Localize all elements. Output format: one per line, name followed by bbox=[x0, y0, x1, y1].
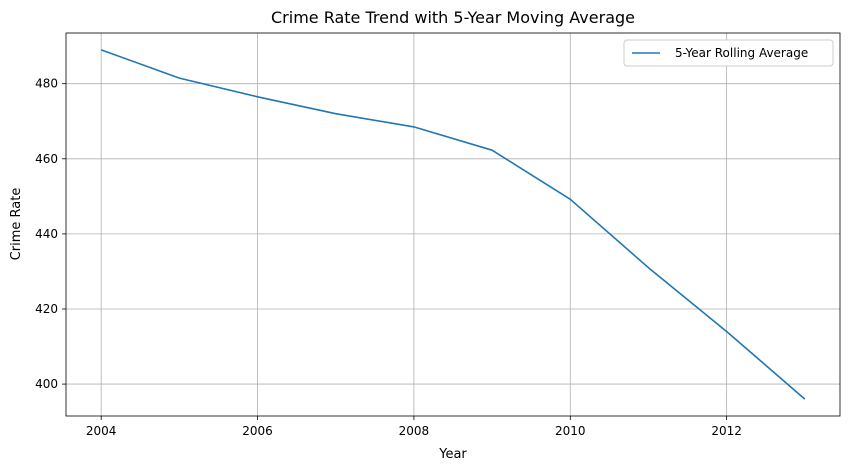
axes-frame bbox=[65, 32, 841, 417]
data-point bbox=[648, 267, 650, 269]
data-point bbox=[569, 199, 571, 201]
data-point bbox=[413, 126, 415, 128]
data-point bbox=[804, 398, 806, 400]
y-tick-label: 480 bbox=[35, 77, 58, 91]
legend: 5-Year Rolling Average bbox=[623, 39, 834, 67]
chart-title: Crime Rate Trend with 5-Year Moving Aver… bbox=[271, 8, 635, 27]
y-tick-label: 460 bbox=[35, 152, 58, 166]
legend-box bbox=[623, 39, 834, 67]
x-axis-label: Year bbox=[438, 447, 467, 462]
x-tick-label: 2008 bbox=[399, 424, 430, 438]
x-tick-label: 2010 bbox=[555, 424, 586, 438]
axis-ticks: 2004 2006 2008 2010 2012 400 420 440 460 480 bbox=[35, 77, 742, 438]
y-tick-label: 400 bbox=[35, 377, 58, 391]
data-point bbox=[257, 96, 259, 98]
series-group bbox=[100, 49, 806, 400]
data-point bbox=[726, 331, 728, 333]
legend-label: 5-Year Rolling Average bbox=[675, 46, 808, 60]
x-tick-label: 2004 bbox=[86, 424, 117, 438]
data-point bbox=[335, 113, 337, 115]
x-tick-label: 2012 bbox=[711, 424, 742, 438]
y-tick-label: 420 bbox=[35, 302, 58, 316]
y-tick-label: 440 bbox=[35, 227, 58, 241]
grid-lines bbox=[66, 33, 840, 416]
data-point bbox=[100, 49, 102, 51]
series-line-rolling-average bbox=[100, 49, 806, 400]
y-axis-label: Crime Rate bbox=[9, 188, 24, 261]
x-tick-label: 2006 bbox=[242, 424, 273, 438]
data-point bbox=[179, 77, 181, 79]
data-point bbox=[491, 149, 493, 151]
